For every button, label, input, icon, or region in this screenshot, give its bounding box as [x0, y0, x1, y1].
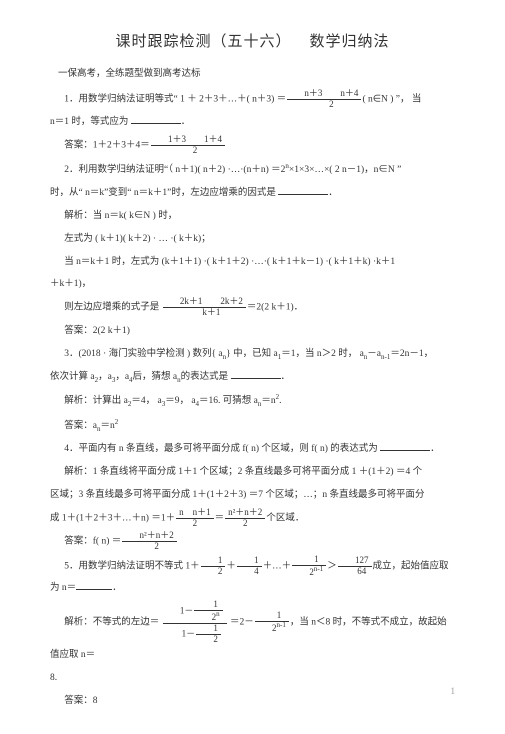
q3-line2: 依次计算 a2，a3，a4后，猜想 an的表达式是 ．	[50, 367, 455, 388]
q2-sol4: 则左边应增乘的式子是 2k＋1 2k＋2k＋1＝2(2 k＋1)．	[50, 297, 455, 318]
q2-sol3: 当 n＝k＋1 时，左式为 (k＋1＋1) ·( k＋1＋2) ·…·( k＋1…	[50, 252, 455, 273]
q4-frac2: n²＋n＋22	[225, 508, 265, 529]
blank	[76, 579, 112, 590]
blank	[131, 113, 181, 124]
page-title: 课时跟踪检测（五十六） 数学归纳法	[50, 30, 455, 51]
q4-frac1: n n＋12	[176, 508, 214, 529]
q4-final: 答案：f( n) ＝n²＋n＋22	[50, 531, 455, 552]
q2-sol-frac: 2k＋1 2k＋2k＋1	[163, 297, 246, 318]
blank	[380, 440, 430, 451]
q3-sol: 解析：计算出 a2＝4， a3＝9， a4＝16. 可猜想 an＝n2.	[50, 390, 455, 412]
q1-line1: 1．用数学归纳法证明等式“ 1 ＋ 2＋3＋…＋( n＋3) ＝n＋3 n＋42…	[50, 89, 455, 110]
q5-f2: 14	[237, 556, 262, 577]
title-part-b: 数学归纳法	[310, 34, 390, 50]
q5-f1: 12	[201, 556, 226, 577]
q2-line2: 时，从“ n＝k”变到“ n＝k＋1”时，左边应增乘的因式是 ．	[50, 183, 455, 204]
q2-final: 答案：2(2 k＋1)	[50, 321, 455, 342]
title-part-a: 课时跟踪检测（五十六）	[115, 34, 291, 50]
q2-sol1: 解析：当 n＝k( k∈N ) 时，	[50, 206, 455, 227]
q4-sol3: 成 1＋(1＋2＋3＋…＋n) ＝1＋n n＋12＝n²＋n＋22个区域．	[50, 508, 455, 529]
q3-final: 答案：an＝n2	[50, 415, 455, 437]
q4-sol1: 解析：1 条直线将平面分成 1＋1 个区域；2 条直线最多可将平面分成 1 ＋(…	[50, 462, 455, 483]
q5-line1: 5．用数学归纳法证明不等式 1＋12＋14＋…＋12n-1＞12764成立，起始…	[50, 555, 455, 599]
q5-f4: 12764	[338, 556, 372, 577]
q1-ans-frac: 1＋3 1＋42	[151, 135, 225, 156]
q2-sol3b: ＋k＋1)，	[50, 274, 455, 295]
q2-sol2: 左式为 ( k＋1)( k＋2) · … ·( k＋k)；	[50, 229, 455, 250]
blank	[278, 184, 328, 195]
q4-line1: 4．平面内有 n 条直线，最多可将平面分成 f( n) 个区域，则 f( n) …	[50, 439, 455, 460]
q2-line1: 2．利用数学归纳法证明“（ n＋1)( n＋2) ·…·(n＋n) ＝2n×1×…	[50, 159, 455, 181]
q5-sol-frac2: 12n-1	[255, 611, 289, 634]
q3-line1: 3．(2018 · 海门实验中学检测 ) 数列{ an} 中，已知 a1＝1，当…	[50, 344, 455, 365]
q4-final-frac: n²＋n＋22	[122, 531, 176, 552]
subtitle: 一保高考，全练题型做到高考达标	[50, 65, 455, 79]
q5-final: 答案：8	[50, 691, 455, 712]
blank	[231, 368, 281, 379]
q4-sol2: 区域；3 条直线最多可将平面分成 1＋(1＋2＋3) ＝7 个区域；…；n 条直…	[50, 485, 455, 506]
q1-answer: 答案：1＋2＋3＋4＝1＋3 1＋42	[50, 135, 455, 156]
q5-sol: 解析：不等式的左边＝ 1－12n 1－12 ＝2－12n-1，当 n＜8 时，不…	[50, 600, 455, 665]
q1-line2: n＝1 时，等式应为 ．	[50, 112, 455, 133]
q5-8: 8.	[50, 668, 455, 689]
q5-sol-frac1: 1－12n 1－12	[163, 600, 227, 645]
q5-f3: 12n-1	[292, 555, 326, 578]
q1-frac: n＋3 n＋42	[287, 89, 361, 110]
page-number: 1	[451, 686, 456, 696]
